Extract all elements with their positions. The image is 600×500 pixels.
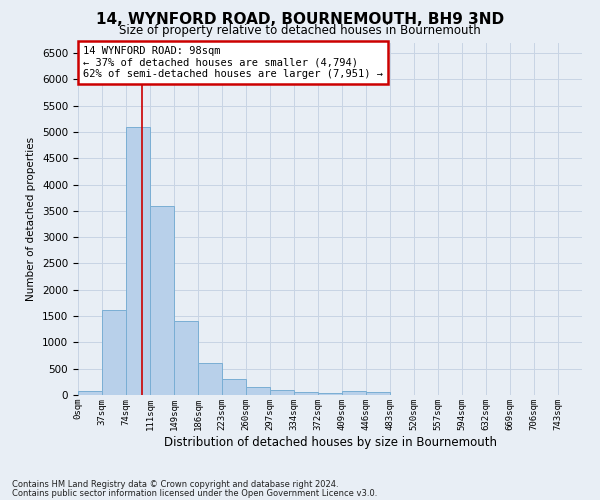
Bar xyxy=(270,390,294,395)
Bar xyxy=(126,126,150,395)
Bar xyxy=(342,392,366,395)
Bar xyxy=(150,206,174,395)
Bar xyxy=(222,379,246,395)
Bar xyxy=(102,310,126,395)
Text: Size of property relative to detached houses in Bournemouth: Size of property relative to detached ho… xyxy=(119,24,481,37)
Text: 14, WYNFORD ROAD, BOURNEMOUTH, BH9 3ND: 14, WYNFORD ROAD, BOURNEMOUTH, BH9 3ND xyxy=(96,12,504,28)
Text: Contains HM Land Registry data © Crown copyright and database right 2024.: Contains HM Land Registry data © Crown c… xyxy=(12,480,338,489)
Text: Contains public sector information licensed under the Open Government Licence v3: Contains public sector information licen… xyxy=(12,488,377,498)
Bar xyxy=(174,322,198,395)
Bar xyxy=(294,392,318,395)
Bar xyxy=(78,392,102,395)
X-axis label: Distribution of detached houses by size in Bournemouth: Distribution of detached houses by size … xyxy=(163,436,497,448)
Bar xyxy=(246,387,270,395)
Bar xyxy=(318,393,342,395)
Y-axis label: Number of detached properties: Number of detached properties xyxy=(26,136,37,301)
Text: 14 WYNFORD ROAD: 98sqm
← 37% of detached houses are smaller (4,794)
62% of semi-: 14 WYNFORD ROAD: 98sqm ← 37% of detached… xyxy=(83,46,383,79)
Bar xyxy=(366,392,390,395)
Bar xyxy=(198,363,222,395)
